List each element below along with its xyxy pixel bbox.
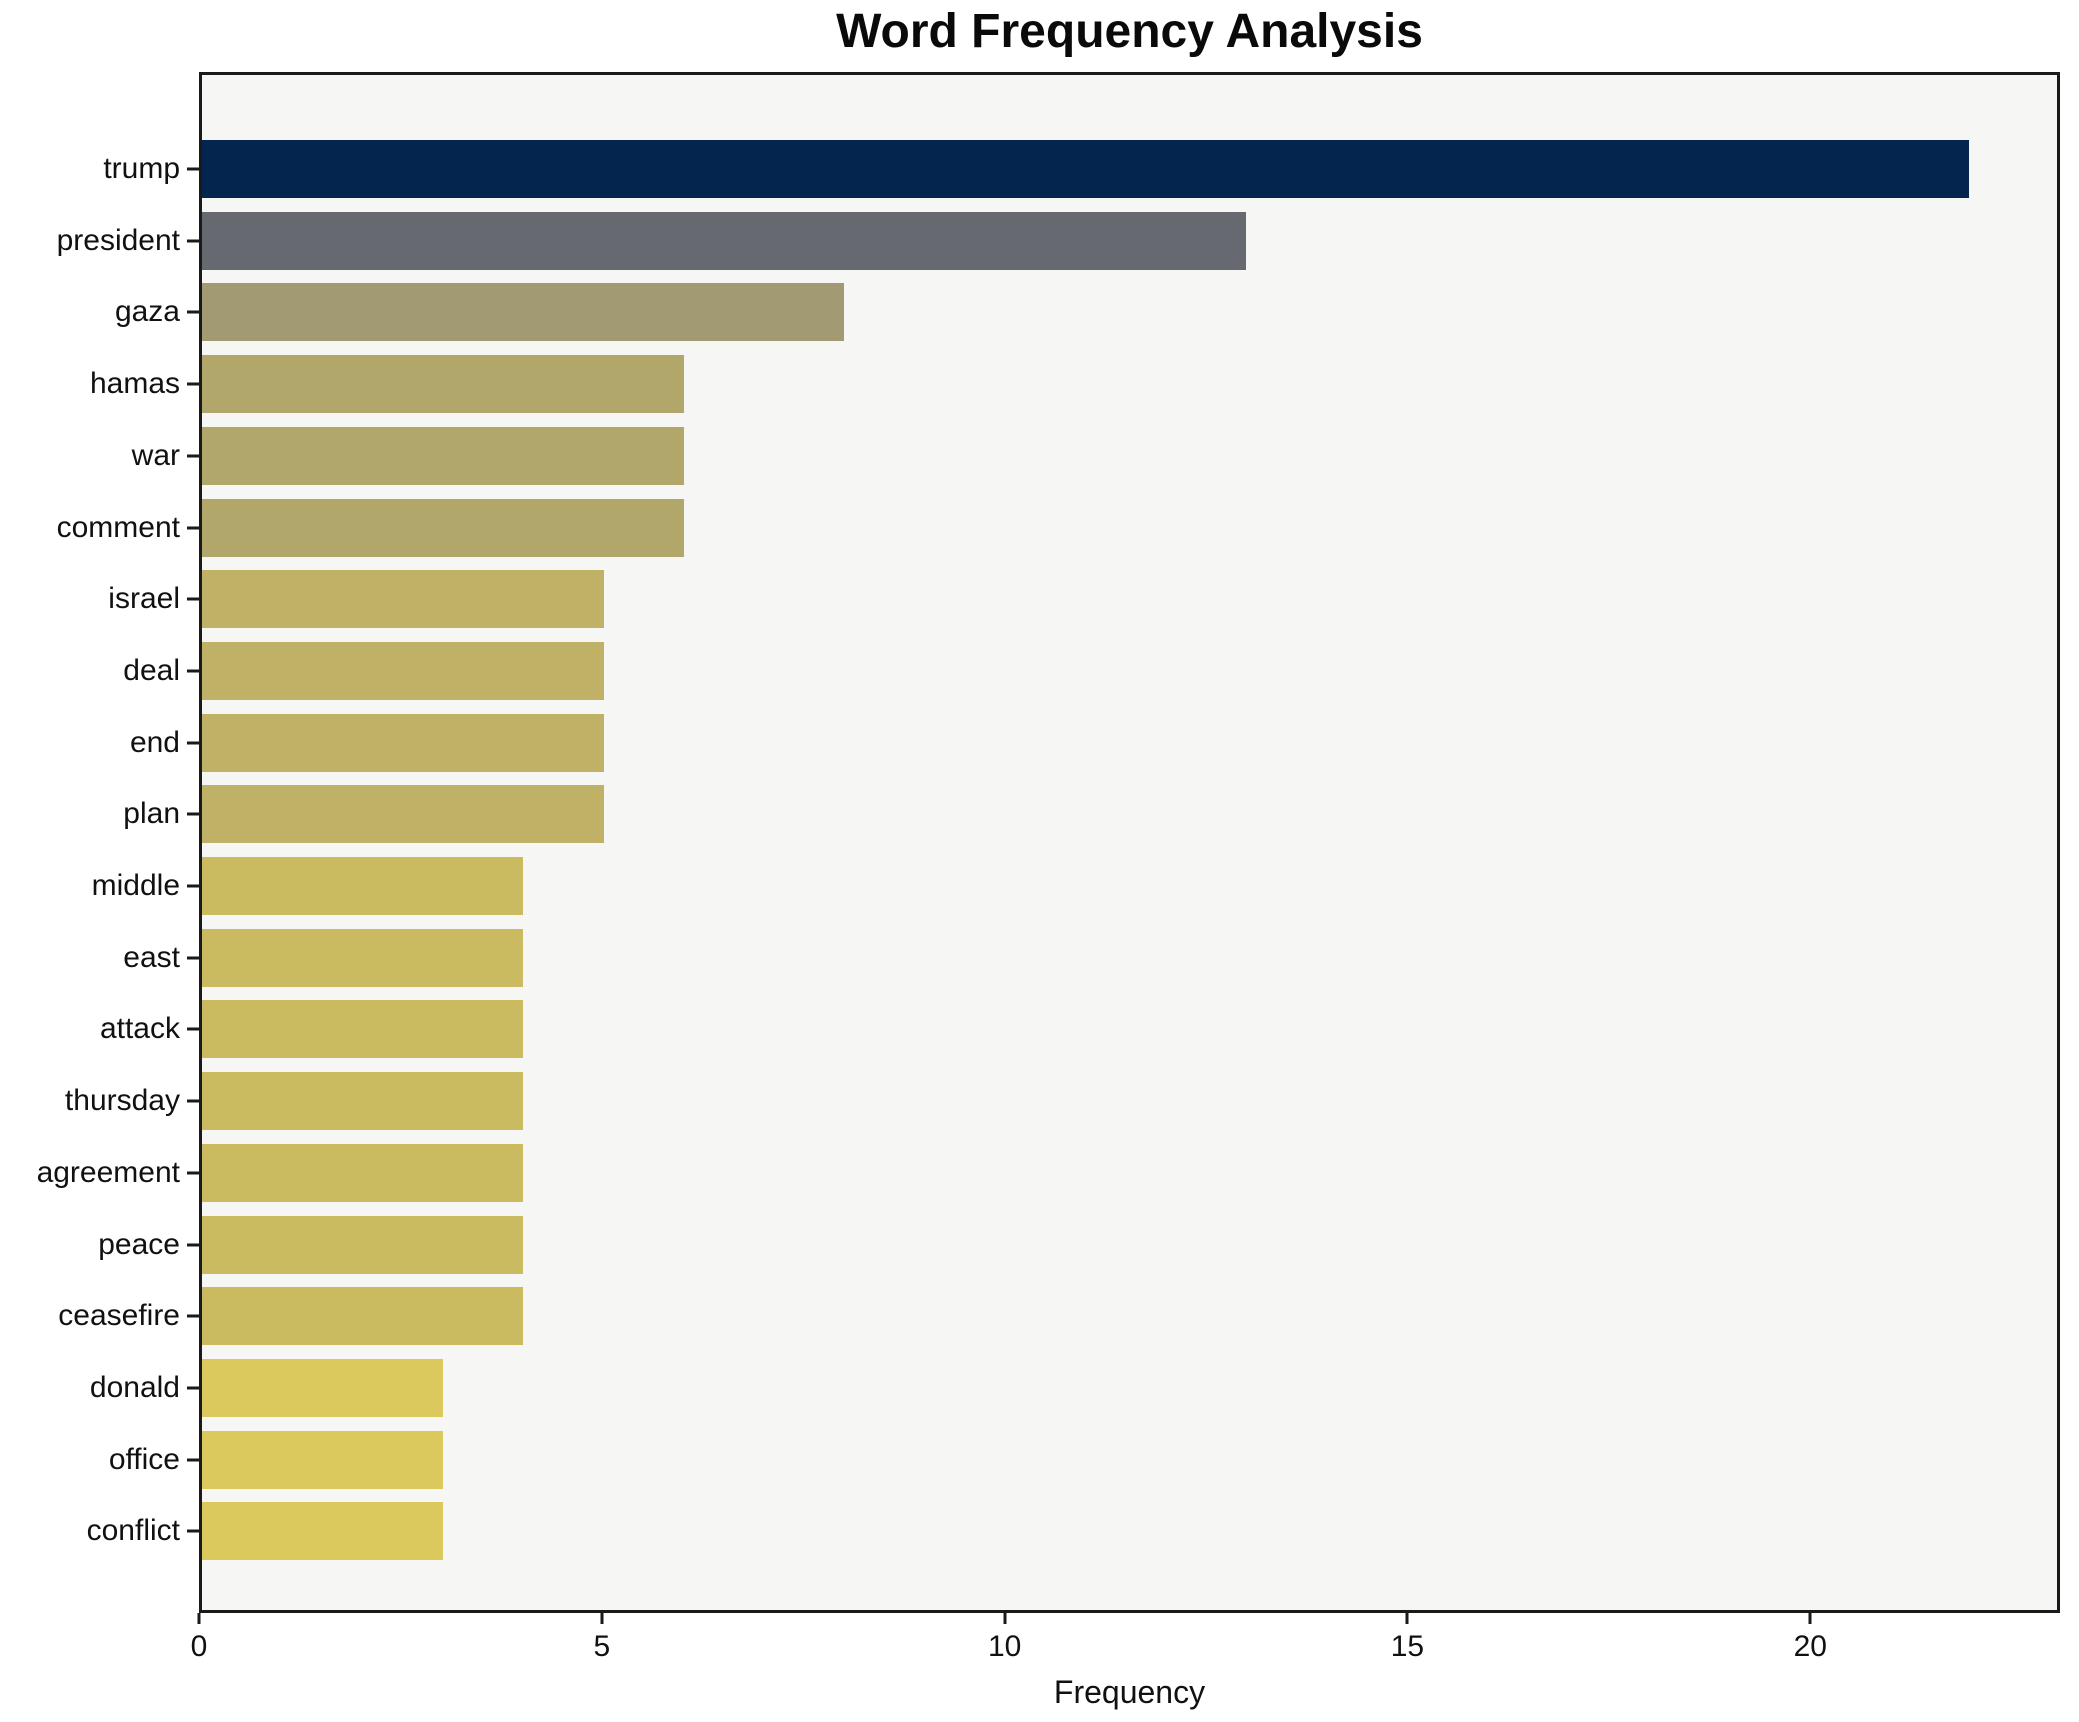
y-axis-tick [187, 1099, 199, 1103]
y-tick-label: east [123, 940, 180, 974]
y-axis-tick [187, 597, 199, 601]
bar [202, 498, 684, 557]
bar [202, 785, 604, 844]
y-tick-label: agreement [36, 1155, 180, 1189]
y-tick-label: ceasefire [58, 1299, 180, 1333]
x-tick-label: 10 [987, 1630, 1022, 1663]
y-tick-label: deal [123, 653, 180, 687]
y-tick-label: war [131, 438, 180, 472]
chart-title: Word Frequency Analysis [836, 5, 1423, 58]
y-axis-tick [187, 1171, 199, 1175]
x-axis-label: Frequency [1053, 1674, 1206, 1710]
y-axis-tick [187, 741, 199, 745]
bar [202, 1430, 443, 1489]
y-tick-label: attack [99, 1012, 180, 1046]
bar [202, 283, 845, 342]
y-axis-tick [187, 669, 199, 673]
y-tick-label: comment [56, 510, 180, 544]
bar [202, 1215, 524, 1274]
y-tick-label: gaza [114, 295, 180, 329]
y-axis-tick [187, 1529, 199, 1533]
y-axis-tick [187, 167, 199, 171]
y-tick-label: thursday [64, 1084, 180, 1118]
y-tick-label: plan [123, 797, 180, 831]
x-tick-label: 0 [190, 1630, 208, 1663]
y-axis-tick [187, 1314, 199, 1318]
bar [202, 1502, 443, 1561]
bar [202, 570, 604, 629]
y-axis-tick [187, 382, 199, 386]
y-tick-label: middle [91, 869, 180, 902]
x-axis-tick [1808, 1613, 1812, 1624]
bar [202, 1143, 524, 1202]
x-axis-tick [1405, 1613, 1409, 1624]
y-tick-label: donald [89, 1370, 180, 1404]
bar [202, 211, 1246, 270]
bar [202, 641, 604, 700]
y-axis-tick [187, 1243, 199, 1246]
bar [202, 140, 1969, 198]
y-tick-label: peace [98, 1227, 180, 1261]
y-axis-tick [187, 1458, 199, 1462]
y-axis-tick [187, 526, 199, 529]
y-tick-label: hamas [89, 367, 180, 401]
y-axis-tick [187, 1386, 199, 1390]
y-tick-label: office [108, 1442, 180, 1476]
y-axis-tick [187, 956, 199, 960]
y-tick-label: israel [108, 582, 180, 616]
y-tick-label: conflict [86, 1514, 180, 1548]
bar [202, 1287, 524, 1346]
bar [202, 1072, 524, 1131]
x-tick-label: 15 [1390, 1630, 1425, 1663]
bar [202, 928, 524, 987]
bar [202, 426, 684, 485]
x-tick-label: 20 [1793, 1630, 1827, 1663]
bar [202, 857, 524, 915]
x-axis-tick [197, 1613, 201, 1624]
y-tick-label: president [56, 223, 180, 257]
bar [202, 355, 684, 414]
y-axis-tick [187, 1027, 199, 1031]
y-axis-tick [187, 310, 199, 314]
x-axis-tick [1003, 1613, 1007, 1624]
y-axis-tick [187, 454, 199, 458]
y-tick-label: end [129, 725, 180, 759]
y-axis-tick [187, 812, 199, 816]
bar [202, 713, 604, 772]
y-axis-tick [187, 239, 199, 243]
x-axis-tick [600, 1613, 604, 1624]
bar [202, 1358, 443, 1417]
plot-area [199, 72, 2060, 1613]
bar [202, 1000, 524, 1059]
y-axis-tick [187, 884, 199, 888]
y-tick-label: trump [103, 152, 180, 185]
x-tick-label: 5 [593, 1630, 611, 1663]
